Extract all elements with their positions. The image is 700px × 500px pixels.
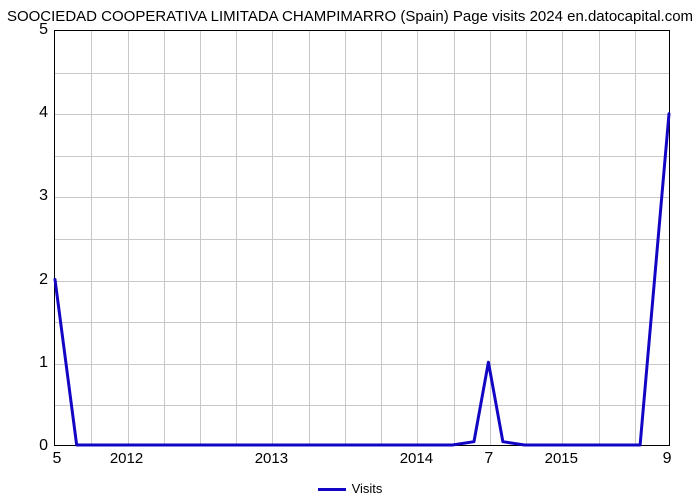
x-tick-label: 2014 — [400, 450, 433, 467]
y-tick-label: 2 — [8, 271, 48, 289]
x-tick-label: 2013 — [255, 450, 288, 467]
x-tick-label: 2012 — [110, 450, 143, 467]
legend-label: Visits — [352, 481, 383, 496]
x-tick-label: 2015 — [545, 450, 578, 467]
y-tick-label: 5 — [8, 21, 48, 39]
line-series-svg — [55, 31, 669, 445]
y-tick-label: 3 — [8, 187, 48, 205]
callout-label: 5 — [52, 450, 61, 468]
chart-container: SOOCIEDAD COOPERATIVA LIMITADA CHAMPIMAR… — [0, 0, 700, 500]
visits-line — [55, 114, 669, 445]
callout-label: 7 — [484, 450, 493, 468]
legend-swatch — [318, 488, 346, 491]
y-tick-label: 4 — [8, 104, 48, 122]
legend: Visits — [0, 481, 700, 496]
chart-title: SOOCIEDAD COOPERATIVA LIMITADA CHAMPIMAR… — [0, 8, 700, 25]
y-tick-label: 1 — [8, 354, 48, 372]
callout-label: 9 — [663, 450, 672, 468]
y-tick-label: 0 — [8, 437, 48, 455]
plot-area — [54, 30, 670, 446]
